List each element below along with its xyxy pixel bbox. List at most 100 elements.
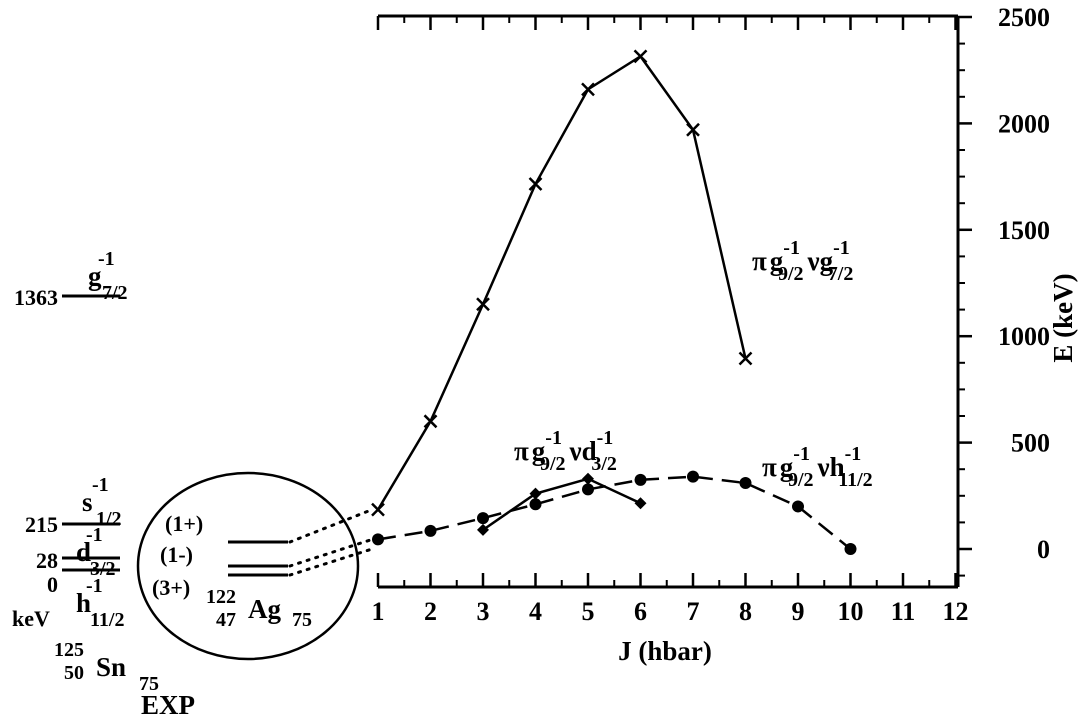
series-label-part: π (762, 452, 777, 482)
x-tick-label: 4 (529, 597, 542, 626)
series-label-part: h (830, 452, 845, 482)
y-tick-label: 1000 (998, 322, 1050, 351)
connector-lines (288, 508, 374, 577)
data-point-g_g (738, 351, 753, 366)
data-point-g_h (372, 533, 384, 546)
series-label-part: 11/2 (838, 469, 872, 491)
x-tick-label: 2 (424, 597, 437, 626)
ag-neutron-number: 75 (292, 609, 312, 631)
ag-spin-label: (1-) (160, 542, 193, 567)
series-label-part: g (780, 452, 794, 482)
data-point-g_d (529, 487, 542, 500)
ag-atomic-number: 47 (216, 609, 236, 631)
x-tick-label: 3 (477, 597, 490, 626)
sn-atomic-number: 50 (64, 662, 84, 684)
sn-level-orbital: h (76, 588, 91, 618)
series-label-part: 7/2 (828, 263, 854, 285)
ag-ellipse (136, 471, 360, 661)
sn-level-sup: -1 (86, 524, 103, 546)
series-line-g_g (376, 54, 747, 511)
data-point-g_d (477, 523, 489, 536)
dotted-connector (288, 547, 374, 577)
dotted-connector (288, 537, 374, 568)
series-label-part: g (532, 436, 546, 466)
sn-level-energy: 1363 (14, 285, 58, 310)
sn-mass-number: 125 (54, 639, 84, 661)
series-label-part: -1 (545, 427, 562, 449)
series-label-part: ν (807, 246, 820, 276)
data-point-g_h (582, 483, 594, 496)
sn-level-energy: 215 (25, 512, 58, 537)
sn-level-energy: 28 (36, 548, 58, 573)
x-tick-label: 10 (838, 597, 864, 626)
sn-level-orbital: s (82, 487, 93, 517)
series-label-g_h: π g-1 9/2 νh-1 11/2 (762, 443, 873, 491)
y-axis-label: E (keV) (1048, 273, 1078, 362)
data-point-g_d (634, 497, 647, 510)
y-axis: 0 500 1000 1500 2000 2500 (958, 3, 1050, 577)
series-label-g_d: π g-1 9/2 νd-1 3/2 (514, 427, 617, 475)
series-line-g_h (377, 475, 852, 550)
series-label-part: 3/2 (591, 453, 617, 475)
x-tick-label: 1 (372, 597, 385, 626)
series-label-part: -1 (833, 237, 850, 259)
ag-spin-label: (1+) (165, 511, 203, 536)
x-tick-label: 9 (792, 597, 805, 626)
sn-symbol: Sn (96, 652, 126, 682)
data-point-g_d (582, 472, 594, 485)
series-label-part: 9/2 (778, 263, 804, 285)
series-label-g_g: π g-1 9/2 νg-1 7/2 (752, 237, 853, 285)
data-point-g_g (371, 502, 385, 517)
series-label-part: g (820, 246, 834, 276)
data-point-g_h (634, 473, 647, 486)
data-point-g_g (581, 82, 595, 97)
sn-level-sub: 11/2 (90, 609, 124, 631)
data-point-g_h (792, 500, 804, 513)
data-point-g_g (633, 49, 648, 64)
sn-level-energy: 0 (47, 572, 58, 597)
data-point-g_g (423, 414, 438, 429)
sn-level-sub: 1/2 (96, 508, 122, 530)
sn-level-sub: 7/2 (102, 282, 128, 304)
ag-spin-label: (3+) (152, 575, 190, 600)
x-tick-label: 8 (739, 597, 752, 626)
sn-level-sup: -1 (92, 474, 109, 496)
data-point-g_h (687, 470, 699, 483)
series-label-part: 9/2 (540, 453, 566, 475)
x-tick-label: 7 (687, 597, 700, 626)
data-point-g_h (477, 512, 489, 525)
series-labels: π g-1 9/2 νg-1 7/2π g-1 9/2 νd-1 3/2 π g-1 9/2 νh-1 1… (514, 237, 873, 491)
sn-level-orbital: g (88, 261, 102, 291)
series-label-part: -1 (597, 427, 614, 449)
data-point-g_h (844, 543, 857, 555)
ag-mass-number: 122 (206, 586, 236, 608)
series-label-part: π (752, 246, 767, 276)
x-tick-label: 11 (891, 597, 916, 626)
exp-caption: EXP (141, 690, 195, 718)
data-point-g_g (686, 122, 700, 137)
y-tick-label: 1500 (998, 216, 1050, 245)
data-point-g_h (424, 524, 437, 537)
ag-symbol: Ag (248, 594, 281, 624)
y-tick-label: 500 (1011, 429, 1050, 458)
x-axis-label: J (hbar) (618, 636, 712, 666)
series-label-part: g (770, 246, 784, 276)
sn-level-orbital: d (76, 537, 91, 567)
series-label-part: -1 (783, 237, 800, 259)
series-label-part: 9/2 (788, 469, 814, 491)
series-label-part: d (582, 436, 597, 466)
data-point-g_h (529, 498, 542, 511)
sn-level-sup: -1 (86, 575, 103, 597)
plot-frame (378, 14, 960, 589)
data-point-g_g (528, 177, 543, 191)
x-tick-label: 12 (943, 597, 969, 626)
data-point-g_g (476, 297, 490, 312)
y-tick-label: 2500 (998, 3, 1050, 32)
sn-level-sup: -1 (98, 248, 115, 270)
series-group (371, 49, 857, 555)
y-tick-label: 0 (1037, 535, 1050, 564)
series-line-g_d (482, 477, 642, 531)
